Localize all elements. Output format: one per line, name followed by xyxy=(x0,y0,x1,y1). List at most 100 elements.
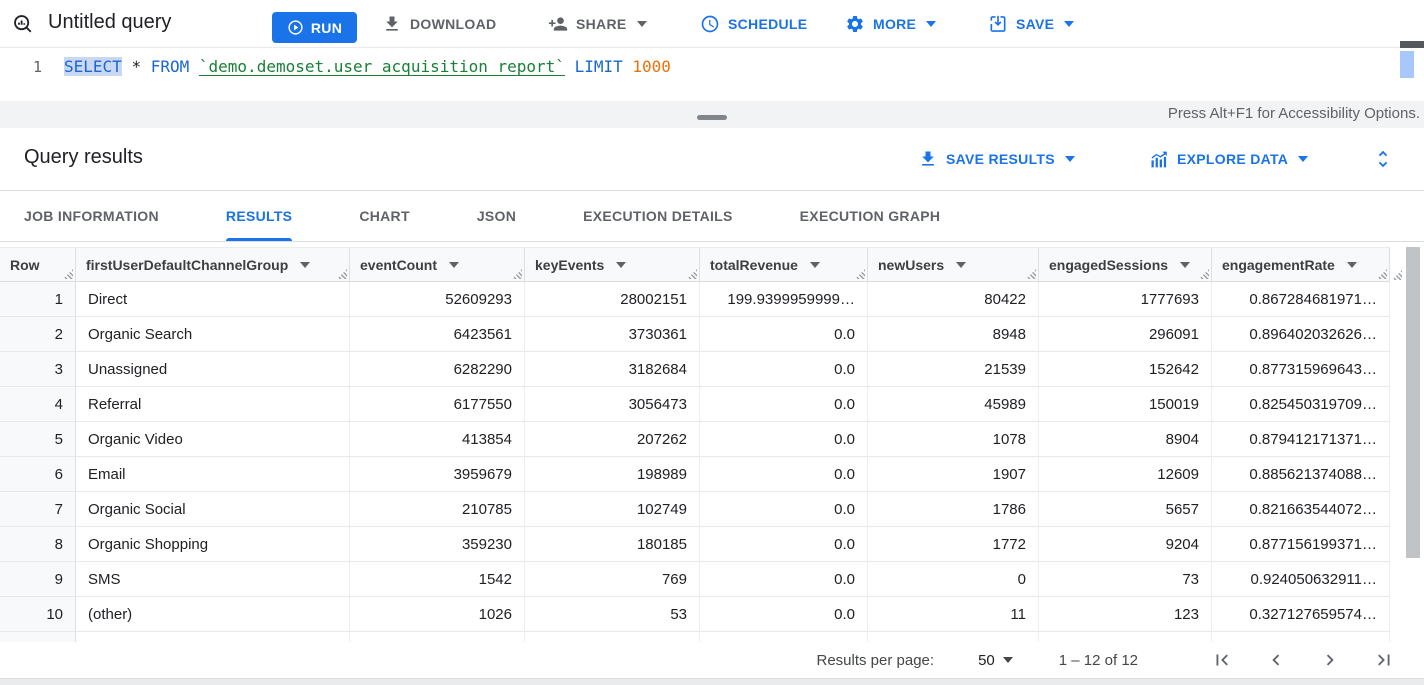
schedule-button[interactable]: SCHEDULE xyxy=(700,0,807,48)
table-cell: 9204 xyxy=(1039,527,1212,562)
column-label: eventCount xyxy=(360,256,437,273)
table-cell: 0.0 xyxy=(700,527,868,562)
save-button[interactable]: SAVE xyxy=(988,0,1075,48)
column-resize-grip[interactable] xyxy=(687,269,697,279)
table-cell: (other) xyxy=(76,597,350,632)
results-title: Query results xyxy=(24,146,143,168)
column-resize-grip[interactable] xyxy=(337,269,347,279)
row-number-cell: 2 xyxy=(0,317,76,352)
column-header-firstuserdefaultchannelgroup[interactable]: firstUserDefaultChannelGroup xyxy=(76,247,350,282)
person-add-icon xyxy=(548,14,568,34)
save-icon xyxy=(988,14,1008,34)
sql-table-link[interactable]: `demo.demoset.user_acquisition_report` xyxy=(198,57,565,76)
column-label: engagedSessions xyxy=(1049,256,1169,273)
column-header-engagementrate[interactable]: engagementRate xyxy=(1212,247,1390,282)
explore-data-button[interactable]: EXPLORE DATA xyxy=(1148,128,1309,190)
table-cell: 1.0 xyxy=(1212,632,1390,642)
row-number-cell: 9 xyxy=(0,562,76,597)
column-resize-grip[interactable] xyxy=(63,269,73,279)
download-icon xyxy=(382,14,402,34)
expand-results-button[interactable] xyxy=(1372,128,1394,190)
editor-scrollbar-thumb[interactable] xyxy=(1400,51,1414,78)
tab-job-information[interactable]: JOB INFORMATION xyxy=(24,208,159,224)
sql-code[interactable]: SELECT * FROM `demo.demoset.user_acquisi… xyxy=(64,56,671,78)
tab-json[interactable]: JSON xyxy=(476,208,517,224)
next-page-button[interactable] xyxy=(1318,648,1342,672)
column-header-newusers[interactable]: newUsers xyxy=(868,247,1039,282)
unfold-more-icon xyxy=(1372,148,1394,170)
column-resize-grip[interactable] xyxy=(1377,269,1387,279)
tab-execution-details[interactable]: EXECUTION DETAILS xyxy=(583,208,733,224)
column-header-row[interactable]: Row xyxy=(0,247,76,282)
table-cell: 0.877156199371… xyxy=(1212,527,1390,562)
column-menu-caret-icon[interactable] xyxy=(809,261,820,268)
sql-editor[interactable]: 1 SELECT * FROM `demo.demoset.user_acqui… xyxy=(0,41,1424,101)
table-cell: 0.885621374088… xyxy=(1212,457,1390,492)
column-header-engagedsessions[interactable]: engagedSessions xyxy=(1039,247,1212,282)
column-menu-caret-icon[interactable] xyxy=(1346,261,1357,268)
table-cell: 28002151 xyxy=(525,282,700,317)
table-cell: 3959679 xyxy=(350,457,525,492)
table-cell: 0.867284681971… xyxy=(1212,282,1390,317)
download-button[interactable]: DOWNLOAD xyxy=(382,0,496,48)
table-cell: 1777693 xyxy=(1039,282,1212,317)
column-menu-caret-icon[interactable] xyxy=(1180,261,1191,268)
table-cell: 0.879412171371… xyxy=(1212,422,1390,457)
column-header-keyevents[interactable]: keyEvents xyxy=(525,247,700,282)
table-edge-resize-grip[interactable] xyxy=(1392,270,1402,280)
tab-results[interactable]: RESULTS xyxy=(225,191,293,241)
table-cell: 198989 xyxy=(525,457,700,492)
share-button[interactable]: SHARE xyxy=(548,0,647,48)
column-menu-caret-icon[interactable] xyxy=(300,261,311,268)
column-header-eventcount[interactable]: eventCount xyxy=(350,247,525,282)
table-cell: Organic Shopping xyxy=(76,527,350,562)
table-cell: 52609293 xyxy=(350,282,525,317)
table-cell: 1026 xyxy=(350,597,525,632)
row-number-cell: 10 xyxy=(0,597,76,632)
clock-icon xyxy=(700,14,720,34)
table-cell: 0.0 xyxy=(700,317,868,352)
first-page-button[interactable] xyxy=(1210,648,1234,672)
row-number-cell: 5 xyxy=(0,422,76,457)
column-resize-grip[interactable] xyxy=(1026,269,1036,279)
table-cell: Unassigned xyxy=(76,352,350,387)
table-row: 7 Organic Social 210785 102749 0.0 1786 5657 0.… xyxy=(0,492,1390,527)
table-scrollbar-thumb[interactable] xyxy=(1406,247,1420,558)
pane-resize-handle[interactable] xyxy=(697,115,727,120)
tab-execution-graph[interactable]: EXECUTION GRAPH xyxy=(799,208,941,224)
table-cell: 0.0 xyxy=(700,562,868,597)
column-menu-caret-icon[interactable] xyxy=(449,261,459,268)
table-cell: 8904 xyxy=(1039,422,1212,457)
table-cell: 80422 xyxy=(868,282,1039,317)
table-header-row: Row firstUserDefaultChannelGroup eventCoun… xyxy=(0,247,1402,282)
chevron-down-icon xyxy=(1064,156,1075,162)
column-resize-grip[interactable] xyxy=(1199,269,1209,279)
last-page-button[interactable] xyxy=(1372,648,1396,672)
table-cell: 1772 xyxy=(868,527,1039,562)
table-cell: 21539 xyxy=(868,352,1039,387)
row-number-cell: 11 xyxy=(0,632,76,642)
table-row: 4 Referral 6177550 3056473 0.0 45989 150019 0.8… xyxy=(0,387,1390,422)
previous-page-button[interactable] xyxy=(1264,648,1288,672)
table-cell: 199.9399959999… xyxy=(700,282,868,317)
row-number-cell: 3 xyxy=(0,352,76,387)
column-resize-grip[interactable] xyxy=(855,269,865,279)
save-results-button[interactable]: SAVE RESULTS xyxy=(918,128,1075,190)
page-range: 1 – 12 of 12 xyxy=(1058,651,1138,669)
column-menu-caret-icon[interactable] xyxy=(616,261,627,268)
column-resize-grip[interactable] xyxy=(512,269,522,279)
query-title[interactable]: Untitled query xyxy=(48,11,172,33)
run-button[interactable]: RUN xyxy=(272,12,357,43)
column-menu-caret-icon[interactable] xyxy=(956,261,967,268)
page-size-select[interactable]: 50 xyxy=(978,652,1013,669)
sql-keyword-limit: LIMIT xyxy=(574,57,623,76)
table-cell: 1542 xyxy=(350,562,525,597)
table-cell: 0.825450319709… xyxy=(1212,387,1390,422)
column-header-totalrevenue[interactable]: totalRevenue xyxy=(700,247,868,282)
table-cell: 9 xyxy=(1039,632,1212,642)
table-cell: Email xyxy=(76,457,350,492)
table-cell: 6177550 xyxy=(350,387,525,422)
tab-chart[interactable]: CHART xyxy=(359,208,410,224)
more-button[interactable]: MORE xyxy=(845,0,937,48)
window-bottom-strip xyxy=(0,678,1424,685)
